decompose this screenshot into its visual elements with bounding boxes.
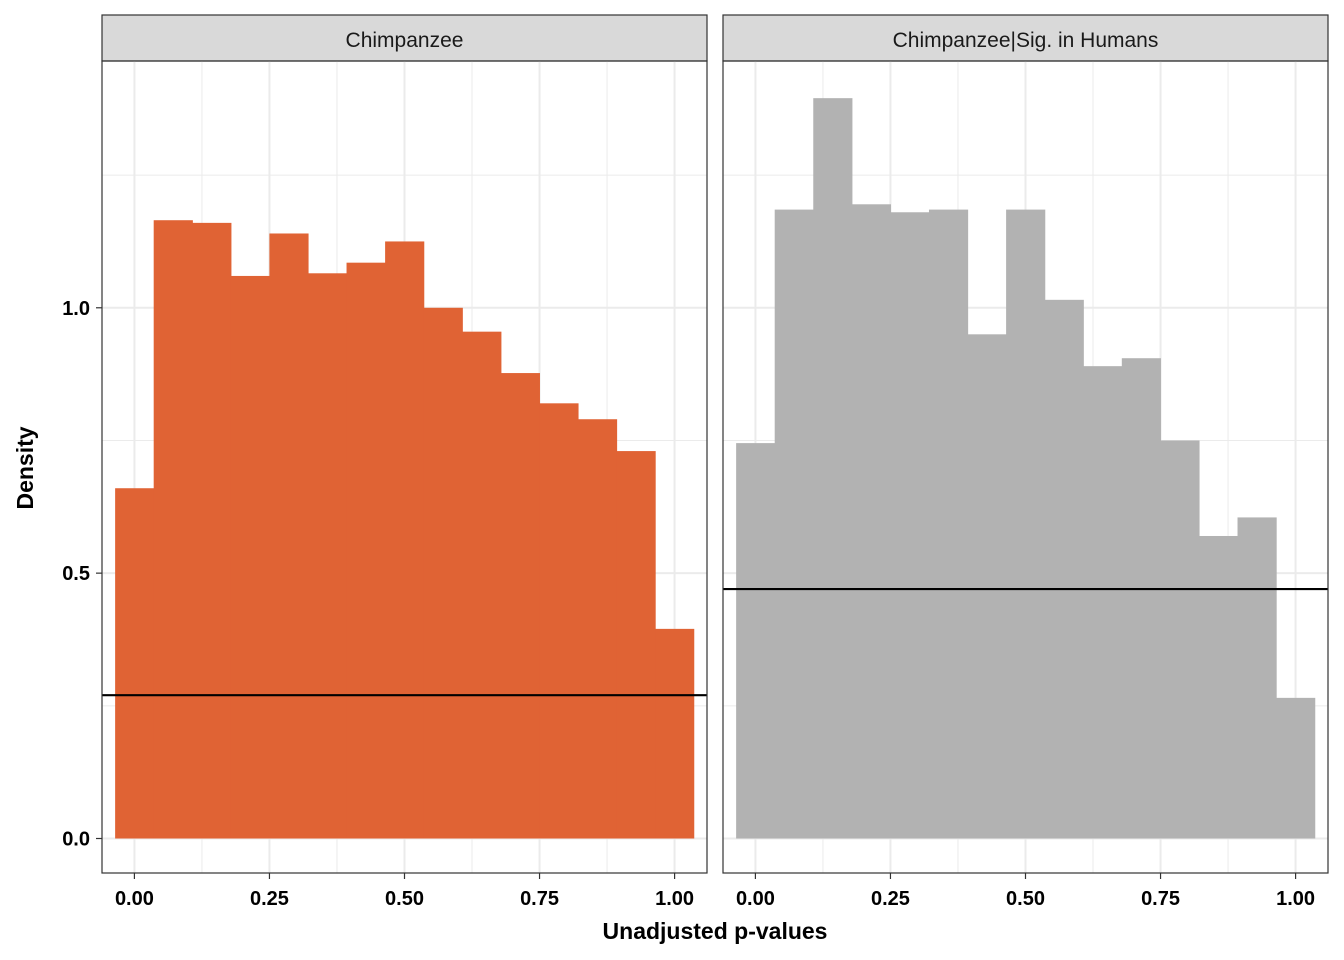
y-tick-label: 0.0 <box>62 829 90 851</box>
histogram-bar <box>1044 299 1084 839</box>
histogram-bar <box>1276 697 1316 839</box>
facet-strip-label: Chimpanzee|Sig. in Humans <box>893 29 1159 52</box>
histogram-bar <box>539 403 579 839</box>
x-tick-label: 1.00 <box>1276 888 1315 910</box>
histogram-bars <box>115 220 695 839</box>
histogram-bar <box>890 212 930 839</box>
histogram-bar <box>115 488 155 839</box>
histogram-bar <box>307 273 348 839</box>
histogram-bar <box>230 275 271 839</box>
histogram-bar <box>385 241 425 839</box>
histogram-bar <box>269 233 309 839</box>
facet-strip-label: Chimpanzee <box>346 29 464 52</box>
histogram-bar <box>423 307 463 839</box>
facet-strip <box>722 14 1329 62</box>
histogram-bars <box>736 98 1316 839</box>
histogram-bar <box>736 443 776 839</box>
histogram-bar <box>616 451 656 839</box>
histogram-bar <box>577 419 618 839</box>
histogram-bar <box>500 373 540 839</box>
x-tick-label: 0.00 <box>736 888 775 910</box>
histogram-bar <box>192 222 232 839</box>
x-tick-label: 0.50 <box>1006 888 1045 910</box>
y-tick-label: 1.0 <box>62 298 90 320</box>
histogram-bar <box>774 209 814 839</box>
histogram-bar <box>813 98 853 839</box>
x-tick-label: 0.25 <box>250 888 289 910</box>
x-tick-label: 0.50 <box>385 888 424 910</box>
histogram-bar <box>1198 535 1239 839</box>
histogram-bar <box>851 204 892 839</box>
histogram-bar <box>1237 517 1277 839</box>
histogram-bar <box>1160 440 1200 839</box>
histogram-bar <box>967 334 1007 839</box>
x-tick-label: 1.00 <box>655 888 694 910</box>
histogram-bar <box>346 262 386 839</box>
histogram-bar <box>1083 366 1123 839</box>
facet-strip <box>101 14 708 62</box>
histogram-bar <box>1006 209 1046 839</box>
histogram-bar <box>462 331 502 839</box>
x-tick-label: 0.75 <box>1141 888 1180 910</box>
x-tick-label: 0.25 <box>871 888 910 910</box>
x-tick-label: 0.00 <box>115 888 154 910</box>
x-axis-title: Unadjusted p-values <box>603 918 828 944</box>
facet-panel-2: Chimpanzee|Sig. in Humans 0.00 0.25 0.50 0.7… <box>722 14 1329 910</box>
y-axis-title: Density <box>12 426 38 509</box>
histogram-bar <box>153 220 193 839</box>
histogram-bar <box>928 209 969 839</box>
facet-panel-1: Chimpanzee 0.00 0.25 0.50 0.75 1.00 0.0 0.5 1.0 <box>62 14 708 910</box>
y-tick-label: 0.5 <box>62 563 90 585</box>
histogram-bar <box>655 628 695 839</box>
x-tick-label: 0.75 <box>520 888 559 910</box>
histogram-bar <box>1121 358 1161 839</box>
